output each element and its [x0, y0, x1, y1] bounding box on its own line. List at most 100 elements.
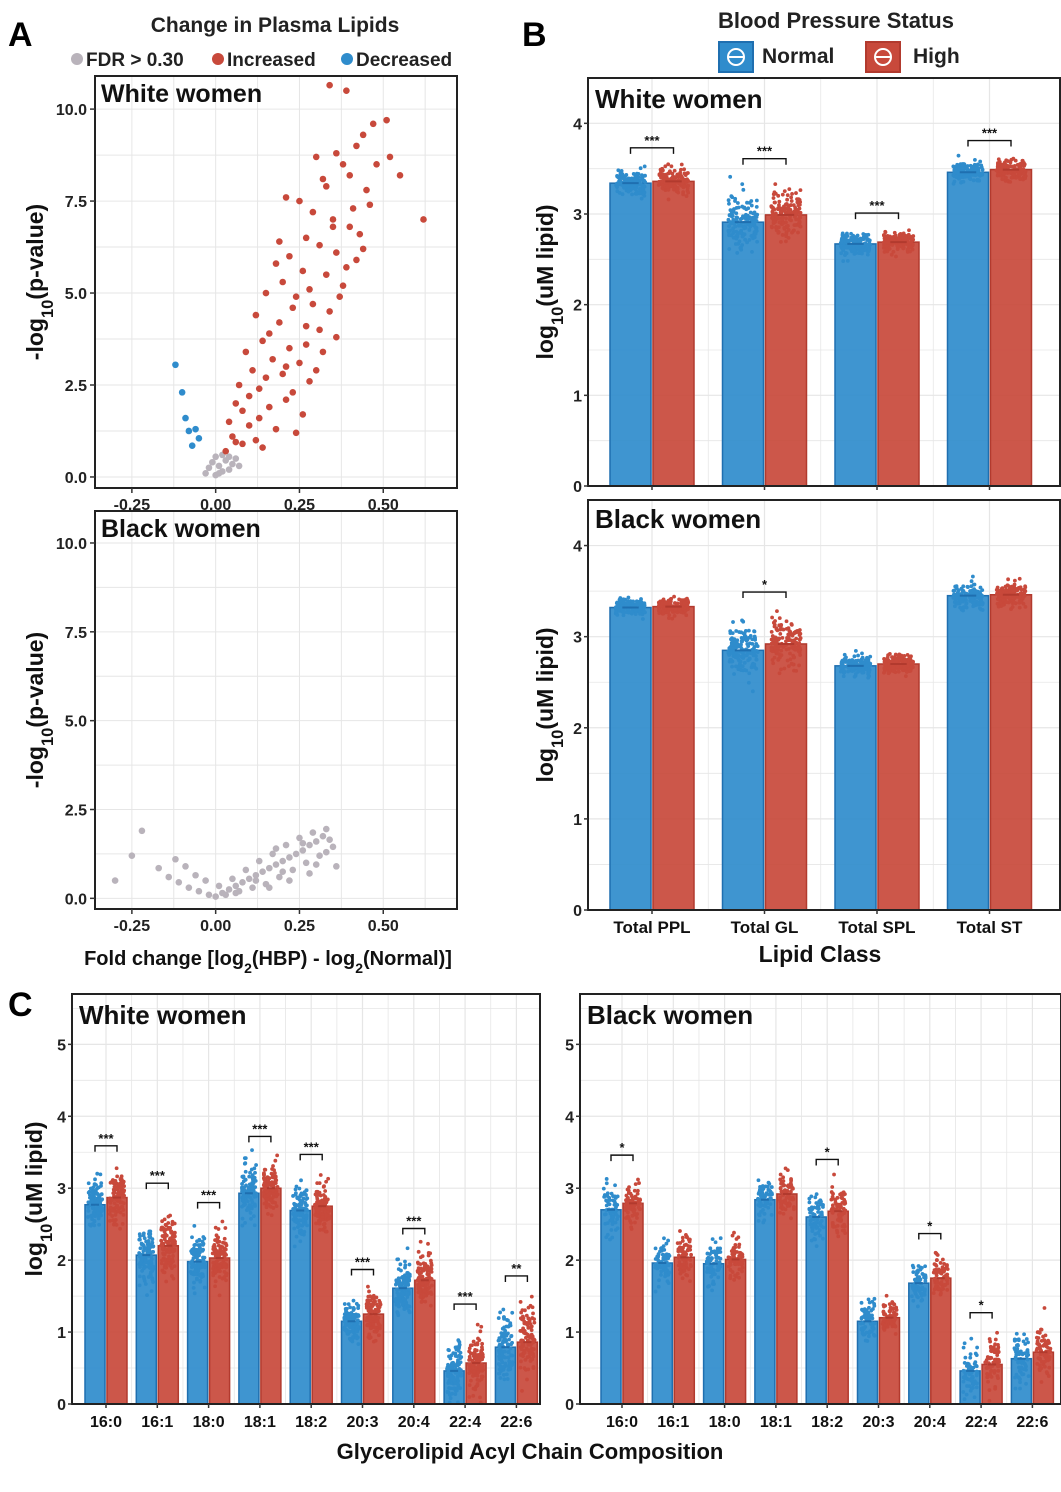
jitter-point-high — [895, 236, 900, 241]
jitter-point-high — [119, 1174, 124, 1179]
jitter-point-high — [474, 1355, 478, 1360]
jitter-point-normal — [506, 1355, 511, 1360]
jitter-point-normal — [848, 245, 853, 250]
jitter-point-high — [789, 622, 794, 626]
jitter-point-high — [467, 1362, 472, 1367]
jitter-point-normal — [754, 204, 759, 209]
jitter-point-high — [785, 197, 790, 202]
point-increased — [319, 348, 327, 356]
y-tick-label: 0 — [57, 1397, 66, 1414]
x-axis-title-part: 2 — [355, 960, 363, 976]
point-increased — [249, 366, 256, 374]
jitter-point-high — [771, 220, 776, 224]
point-fdr-0-30 — [292, 850, 300, 858]
jitter-point-normal — [748, 224, 753, 229]
jitter-point-high — [678, 170, 683, 175]
jitter-point-normal — [752, 649, 757, 654]
y-axis-title-main: log — [21, 1242, 47, 1277]
jitter-point-normal — [346, 1302, 351, 1306]
point-fdr-0-30 — [312, 838, 320, 845]
jitter-point-high — [416, 1269, 421, 1274]
jitter-point-normal — [615, 603, 620, 608]
jitter-point-normal — [727, 247, 732, 251]
jitter-point-normal — [293, 1191, 298, 1196]
jitter-point-high — [778, 210, 783, 215]
jitter-point-high — [222, 1263, 227, 1268]
jitter-point-high — [265, 1197, 270, 1202]
jitter-point-high — [371, 1322, 376, 1327]
jitter-point-high — [886, 671, 891, 676]
jitter-point-normal — [745, 240, 749, 245]
jitter-point-high — [1008, 179, 1013, 184]
jitter-point-normal — [501, 1333, 506, 1338]
jitter-point-normal — [841, 259, 846, 264]
jitter-point-high — [428, 1303, 433, 1308]
jitter-point-high — [995, 592, 999, 596]
panel-subtitle: White women — [595, 84, 763, 114]
y-tick-label: 5 — [57, 1037, 66, 1054]
jitter-point-high — [905, 652, 910, 657]
jitter-point-high — [683, 184, 687, 188]
point-increased — [279, 370, 287, 378]
jitter-point-normal — [509, 1363, 513, 1368]
jitter-point-high — [666, 162, 671, 167]
point-increased — [296, 359, 303, 367]
jitter-point-normal — [615, 613, 620, 617]
point-fdr-0-30 — [242, 866, 250, 874]
legend-b-normal-label: Normal — [762, 45, 834, 68]
jitter-point-high — [521, 1316, 526, 1321]
jitter-point-normal — [742, 660, 747, 665]
jitter-point-normal — [630, 177, 635, 182]
jitter-point-high — [776, 657, 781, 661]
point-increased — [242, 348, 250, 356]
jitter-point-high — [666, 187, 671, 192]
jitter-point-high — [895, 244, 900, 249]
point-fdr-0-30 — [209, 458, 216, 466]
y-axis-title-subscript: 10 — [38, 728, 57, 746]
y-tick-label: 2.5 — [65, 378, 87, 395]
jitter-point-normal — [619, 598, 624, 603]
jitter-point-normal — [739, 654, 744, 659]
jitter-point-high — [161, 1234, 166, 1239]
point-fdr-0-30 — [276, 873, 283, 881]
point-fdr-0-30 — [272, 845, 280, 852]
jitter-point-high — [532, 1317, 537, 1322]
jitter-point-normal — [242, 1194, 247, 1199]
jitter-point-high — [682, 167, 687, 172]
jitter-point-normal — [961, 605, 966, 610]
jitter-point-high — [908, 655, 913, 660]
jitter-point-high — [782, 666, 787, 671]
jitter-point-normal — [619, 168, 624, 173]
jitter-point-high — [666, 610, 671, 614]
jitter-point-high — [167, 1247, 172, 1252]
jitter-point-high — [771, 196, 776, 200]
point-increased — [265, 330, 273, 337]
jitter-point-high — [779, 648, 784, 653]
jitter-point-high — [1010, 164, 1015, 169]
jitter-point-normal — [840, 663, 845, 668]
jitter-point-high — [789, 195, 794, 200]
jitter-point-high — [122, 1201, 126, 1206]
point-fdr-0-30 — [252, 871, 260, 879]
point-increased — [272, 425, 280, 433]
jitter-point-high — [169, 1229, 174, 1234]
jitter-point-normal — [149, 1257, 154, 1262]
jitter-point-high — [683, 609, 688, 614]
jitter-point-high — [908, 668, 913, 673]
jitter-point-high — [267, 1191, 272, 1196]
point-fdr-0-30 — [296, 834, 303, 842]
jitter-point-high — [790, 230, 794, 235]
jitter-point-normal — [754, 657, 759, 662]
jitter-point-normal — [96, 1211, 101, 1215]
significance-bracket — [742, 157, 787, 165]
jitter-point-normal — [99, 1181, 104, 1186]
jitter-point-high — [675, 187, 680, 192]
jitter-point-normal — [95, 1171, 100, 1176]
point-increased — [276, 238, 283, 245]
jitter-point-high — [269, 1213, 274, 1218]
point-increased — [269, 355, 276, 363]
jitter-point-normal — [402, 1278, 406, 1282]
jitter-point-normal — [294, 1234, 299, 1239]
x-tick-label: 0.50 — [368, 497, 399, 514]
